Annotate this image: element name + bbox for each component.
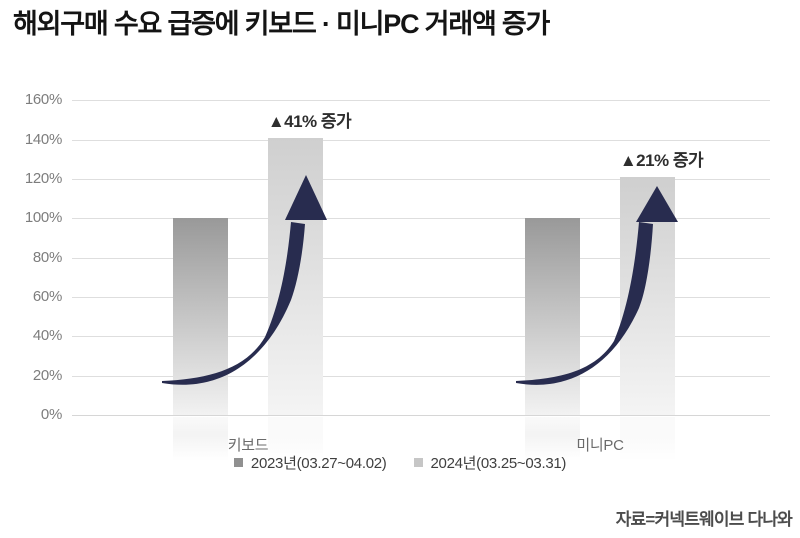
increase-annotation-minipc: ▲21% 증가	[619, 151, 704, 170]
y-tick-label-140: 140%	[24, 131, 62, 148]
y-tick-label-0: 0%	[40, 406, 62, 423]
title-bold: 키보드 · 미니PC 거래액 증가	[244, 9, 551, 39]
bar-reflection-2023-keyboard	[173, 417, 228, 461]
gridline-0	[72, 415, 770, 416]
increase-annotation-keyboard: ▲41% 증가	[267, 112, 352, 131]
x-category-label-minipc: 미니PC	[576, 437, 624, 454]
legend: 2023년(03.27~04.02) 2024년(03.25~03.31)	[0, 451, 800, 473]
gridline-80	[72, 258, 770, 259]
legend-item-2023: 2023년(03.27~04.02)	[233, 452, 387, 473]
gridline-60	[72, 297, 770, 298]
gridline-20	[72, 376, 770, 377]
gridline-40	[72, 336, 770, 337]
page-title: 해외구매 수요 급증에 키보드 · 미니PC 거래액 증가	[13, 6, 793, 42]
gridline-100	[72, 218, 770, 219]
x-category-label-keyboard: 키보드	[227, 437, 269, 454]
y-tick-label-100: 100%	[24, 209, 62, 226]
legend-label-2023: 2023년(03.27~04.02)	[250, 454, 387, 472]
legend-item-2024: 2024년(03.25~03.31)	[413, 452, 567, 473]
bar-2023-keyboard	[173, 218, 228, 415]
legend-swatch-2024	[413, 457, 423, 467]
legend-label-2024: 2024년(03.25~03.31)	[430, 454, 567, 472]
y-tick-label-160: 160%	[24, 91, 62, 108]
title-normal: 해외구매 수요 급증에	[13, 9, 245, 39]
bar-reflection-2024-keyboard	[268, 417, 323, 461]
y-tick-label-60: 60%	[32, 288, 62, 305]
gridline-120	[72, 179, 770, 180]
bar-2024-minipc	[620, 177, 675, 415]
bar-reflection-2024-minipc	[620, 417, 675, 461]
legend-swatch-2023	[233, 457, 243, 467]
y-tick-label-120: 120%	[24, 170, 62, 187]
bar-2023-minipc	[525, 218, 580, 415]
source-credit: 자료=커넥트웨이브 다나와	[615, 510, 793, 529]
bar-reflection-2023-minipc	[525, 417, 580, 461]
y-tick-label-20: 20%	[32, 367, 62, 384]
y-tick-label-80: 80%	[32, 249, 62, 266]
bar-2024-keyboard	[268, 138, 323, 415]
gridline-140	[72, 140, 770, 141]
gridline-160	[72, 100, 770, 101]
y-tick-label-40: 40%	[32, 327, 62, 344]
